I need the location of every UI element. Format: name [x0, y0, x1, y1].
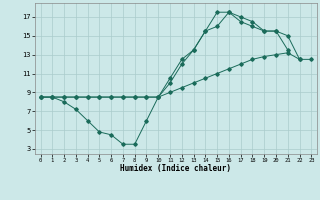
X-axis label: Humidex (Indice chaleur): Humidex (Indice chaleur)	[120, 164, 231, 173]
